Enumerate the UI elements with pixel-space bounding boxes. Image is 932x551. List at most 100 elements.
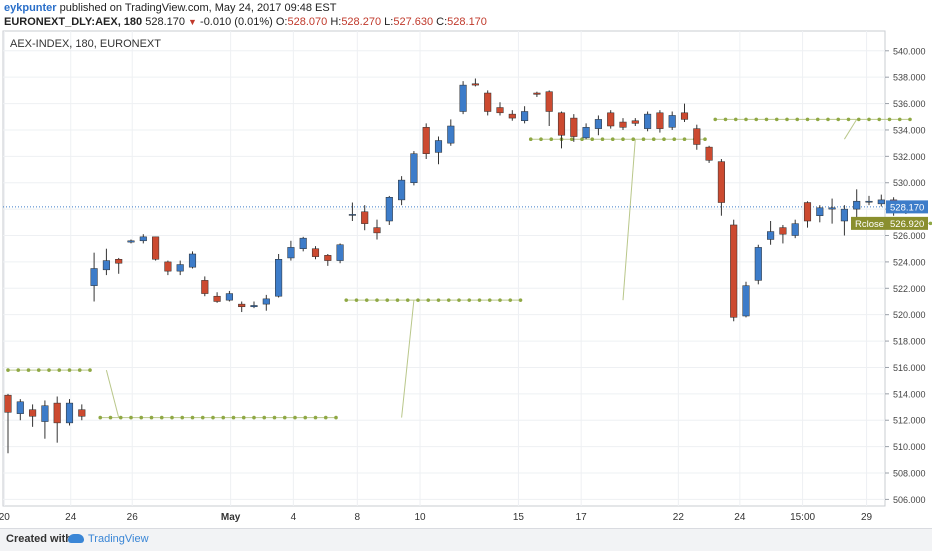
tradingview-brand: TradingView bbox=[88, 533, 149, 545]
x-tick-label: May bbox=[221, 512, 241, 523]
rclose-dot bbox=[344, 298, 349, 302]
publish-line: eykpunter published on TradingView.com, … bbox=[4, 2, 336, 14]
rclose-dot bbox=[477, 298, 482, 302]
author-link[interactable]: eykpunter bbox=[4, 2, 57, 14]
rclose-dot bbox=[795, 117, 800, 122]
y-tick-label: 510.000 bbox=[893, 442, 926, 452]
rclose-dot bbox=[313, 415, 318, 420]
open-value: 528.070 bbox=[287, 16, 328, 28]
candle-up bbox=[434, 140, 443, 153]
rclose-dot bbox=[149, 415, 154, 420]
candle-down bbox=[422, 127, 430, 154]
y-axis: 506.000 508.000 510.000 512.000 514.000 516.0… bbox=[3, 46, 926, 505]
rclose-dot bbox=[180, 415, 185, 420]
last-price-label: 528.170 bbox=[890, 202, 924, 213]
candle-up bbox=[262, 298, 270, 305]
x-tick-label: 4 bbox=[291, 512, 297, 523]
rclose-dot bbox=[211, 415, 215, 420]
candle-up bbox=[459, 84, 467, 112]
open-label: O: bbox=[275, 16, 288, 28]
candle-down bbox=[779, 227, 787, 235]
rclose-step bbox=[843, 119, 858, 140]
rclose-dot bbox=[539, 137, 543, 141]
x-tick-label: 17 bbox=[576, 512, 588, 523]
tradingview-link[interactable]: TradingView bbox=[68, 533, 149, 545]
y-tick-label: 532.000 bbox=[893, 152, 926, 162]
rclose-dot bbox=[272, 415, 277, 420]
x-axis: 20 24 26 May 4 8 10 15 17 22 24 15:00 29 bbox=[0, 31, 873, 523]
candle-down bbox=[152, 236, 160, 260]
rclose-dot bbox=[754, 117, 759, 122]
rclose-dot bbox=[88, 368, 92, 372]
footer: Created with TradingView bbox=[0, 528, 932, 551]
candle-down bbox=[4, 394, 12, 413]
published-text: published on TradingView.com, May 24, 20… bbox=[59, 2, 337, 14]
candle-up bbox=[41, 405, 49, 422]
rclose-dot bbox=[733, 117, 738, 122]
x-tick-label: 26 bbox=[127, 512, 139, 523]
y-tick-label: 520.000 bbox=[893, 310, 926, 320]
rclose-dot bbox=[590, 137, 595, 141]
rclose-dot bbox=[252, 415, 256, 420]
candle-down bbox=[730, 224, 738, 318]
candle-down bbox=[631, 120, 639, 124]
x-tick-label: 20 bbox=[0, 512, 10, 523]
candle-up bbox=[865, 200, 873, 203]
rclose-dot bbox=[108, 415, 113, 420]
candle-up bbox=[90, 268, 98, 286]
ohlc-line: EURONEXT_DLY:AEX, 180 528.170 ▼ -0.010 (… bbox=[4, 16, 487, 28]
candle-down bbox=[361, 211, 369, 224]
rclose-dot bbox=[405, 298, 410, 302]
y-tick-label: 514.000 bbox=[893, 389, 926, 399]
y-tick-label: 512.000 bbox=[893, 416, 926, 426]
candle-down bbox=[115, 259, 123, 264]
rclose-dot bbox=[67, 368, 72, 372]
rclose-dot bbox=[785, 117, 789, 122]
rclose-step bbox=[622, 139, 636, 301]
rclose-dot bbox=[856, 117, 861, 122]
candle-up bbox=[275, 259, 283, 297]
candle-up bbox=[447, 125, 455, 144]
low-label: L: bbox=[384, 16, 394, 28]
y-tick-label: 516.000 bbox=[893, 363, 926, 373]
rclose-dot bbox=[36, 368, 41, 372]
rclose-label: Rclose bbox=[855, 219, 884, 230]
candle-up bbox=[225, 293, 233, 301]
rclose-step bbox=[105, 369, 120, 418]
candle-up bbox=[250, 305, 258, 308]
candle-up bbox=[754, 247, 762, 281]
candle-down bbox=[29, 409, 37, 417]
candle-down bbox=[213, 295, 221, 302]
candle-up bbox=[127, 240, 135, 243]
rclose-dot bbox=[159, 415, 164, 420]
last-price: 528.170 bbox=[145, 16, 185, 28]
candle-up bbox=[188, 253, 197, 268]
candle-down bbox=[78, 409, 86, 417]
rclose-dot bbox=[375, 298, 379, 302]
rclose-dot bbox=[631, 137, 636, 141]
candle-down bbox=[508, 113, 516, 119]
close-label: C: bbox=[436, 16, 448, 28]
rclose-dot bbox=[426, 298, 431, 302]
rclose-dot bbox=[221, 415, 226, 420]
rclose-dot bbox=[6, 368, 10, 372]
candle-up bbox=[299, 237, 307, 249]
candle-down bbox=[201, 280, 209, 294]
rclose-dot bbox=[467, 298, 472, 302]
candle-down bbox=[545, 91, 553, 112]
candlestick-chart[interactable]: 506.000 508.000 510.000 512.000 514.000 516.0… bbox=[0, 30, 932, 528]
rclose-dot bbox=[713, 117, 718, 122]
rclose-dot bbox=[846, 117, 851, 122]
rclose-dot bbox=[385, 298, 390, 302]
change-value: -0.010 (0.01%) bbox=[200, 16, 273, 28]
candle-down bbox=[680, 112, 689, 120]
rclose-indicator bbox=[6, 117, 932, 420]
candles bbox=[4, 78, 910, 454]
rclose-marker: Rclose 526.920 bbox=[851, 216, 928, 230]
candle-down bbox=[803, 202, 812, 222]
y-tick-label: 534.000 bbox=[893, 125, 926, 135]
candle-up bbox=[139, 236, 147, 242]
rclose-dot bbox=[641, 137, 646, 141]
candle-down bbox=[496, 107, 504, 114]
rclose-dot bbox=[446, 298, 451, 302]
